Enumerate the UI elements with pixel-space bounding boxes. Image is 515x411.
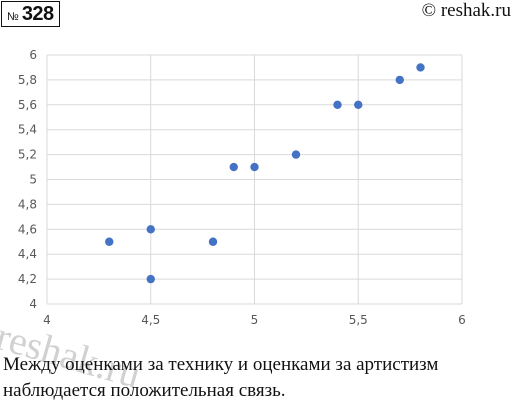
y-tick-label: 5,4 bbox=[18, 123, 37, 137]
x-tick-label: 5,5 bbox=[349, 313, 368, 327]
data-point bbox=[395, 75, 404, 85]
data-point bbox=[416, 63, 425, 72]
answer-line-2: наблюдается положительная связь. bbox=[3, 380, 286, 401]
y-tick-label: 5,6 bbox=[18, 98, 37, 112]
x-tick-label: 6 bbox=[458, 313, 466, 327]
data-point bbox=[250, 162, 259, 172]
data-point bbox=[105, 237, 114, 246]
y-tick-label: 5,2 bbox=[18, 148, 37, 162]
y-tick-label: 4,8 bbox=[18, 197, 37, 211]
x-tick-label: 5 bbox=[251, 313, 259, 327]
number-sign: № bbox=[7, 11, 19, 23]
data-point bbox=[146, 274, 155, 284]
x-tick-label: 4,5 bbox=[141, 313, 160, 327]
answer-line-1: Между оценками за технику и оценками за … bbox=[3, 354, 439, 375]
task-number: 328 bbox=[21, 3, 54, 25]
y-tick-label: 4,6 bbox=[18, 222, 37, 236]
scatter-chart: 4 4,5 5 5,5 6 4 4,2 4,4 4,6 4,8 5 5,2 5,4 5,6 5,8 6 bbox=[18, 48, 466, 327]
task-number-badge: № 328 bbox=[1, 1, 60, 27]
data-point bbox=[229, 162, 238, 172]
y-tick-label: 4 bbox=[29, 297, 37, 311]
y-tick-label: 4,2 bbox=[18, 272, 37, 286]
data-point bbox=[146, 225, 155, 234]
data-point bbox=[354, 100, 363, 110]
data-point bbox=[333, 100, 342, 110]
data-point bbox=[208, 237, 218, 246]
y-tick-label: 6 bbox=[29, 48, 37, 62]
y-tick-label: 5,8 bbox=[18, 73, 37, 87]
y-tick-label: 4,4 bbox=[18, 247, 37, 261]
answer-text: Между оценками за технику и оценками за … bbox=[3, 352, 515, 404]
y-tick-label: 5 bbox=[29, 173, 37, 187]
data-point bbox=[291, 150, 301, 159]
site-credit: © reshak.ru bbox=[421, 0, 511, 21]
x-tick-label: 4 bbox=[43, 313, 51, 327]
